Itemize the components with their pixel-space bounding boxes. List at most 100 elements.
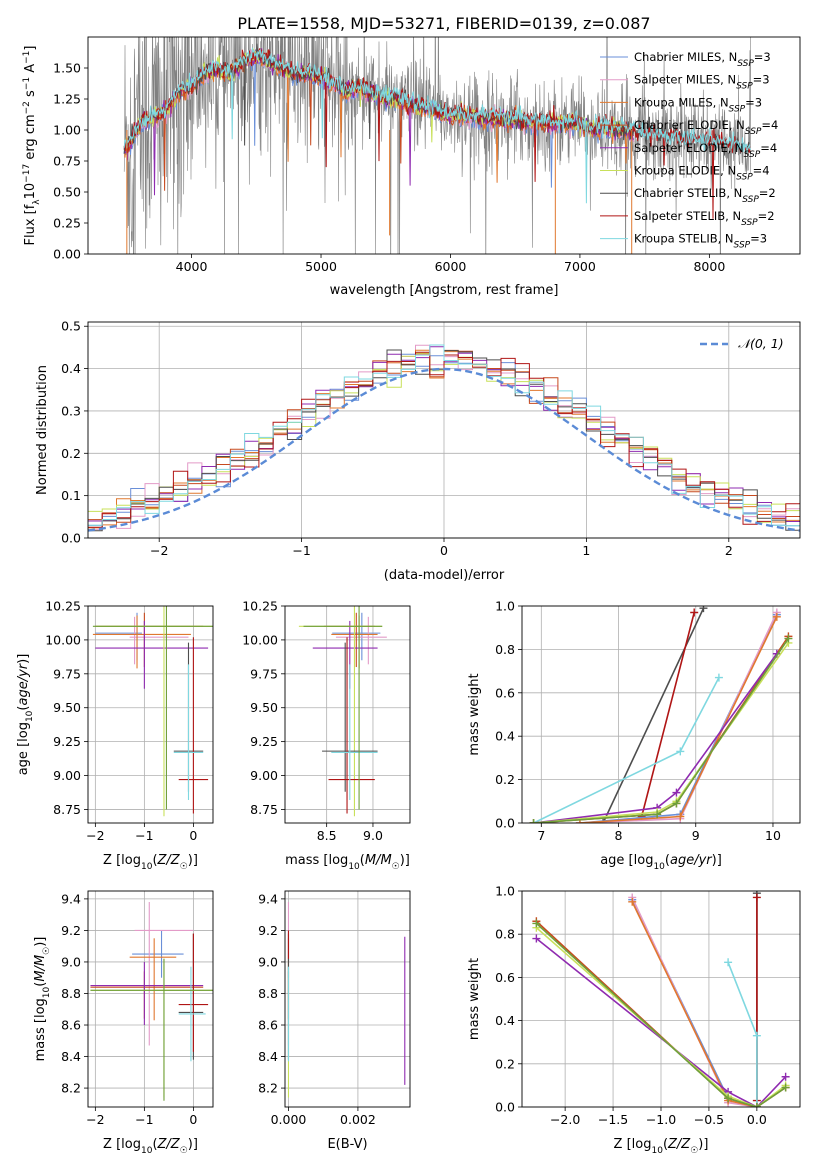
age_vs_Z-axes: −2 −1 0 8.75 9.00 9.25 9.50 9.75 10.00 10.25 Z [lo…: [16, 599, 214, 872]
x-tick-label: −2: [150, 543, 168, 558]
age_vs_Z-ylabel: age [log10(age/yr)]: [16, 654, 35, 776]
y-tick-label: 8.6: [258, 1018, 278, 1033]
weight-marker: [690, 608, 699, 617]
age_vs_mass-frame: [284, 605, 411, 824]
errorbar-point: [328, 637, 375, 814]
age_vs_Z-xlabel: Z [log10(Z/Z☉)]: [103, 853, 198, 872]
y-tick-label: 8.8: [258, 986, 278, 1001]
legend-label: Kroupa STELIB, NSSP=3: [634, 232, 767, 251]
legend-label: Kroupa ELODIE, NSSP=4: [634, 164, 770, 183]
x-tick-label: 10: [765, 828, 781, 843]
x-tick-label: 9: [692, 828, 700, 843]
weight-marker: [752, 893, 761, 902]
errorbar-point: [95, 620, 209, 689]
mass_weight_vs_age-axes: 7 8 9 10 0.0 0.2 0.4 0.6 0.8 1.0 age [log10(age/yr…: [467, 599, 801, 872]
errorbar-point: [90, 958, 213, 1101]
weight-marker: [699, 606, 708, 613]
mass_weight_vs_Z-panel: −2.0 −1.5 −1.0 −0.5 0.0 0.0 0.2 0.4 0.6 0.8 1.0 Z […: [467, 884, 801, 1156]
weight-line: [640, 612, 695, 817]
legend-label: Salpeter MILES, NSSP=3: [634, 73, 770, 92]
y-tick-label: 0.75: [53, 154, 81, 169]
weight-marker: [772, 612, 781, 621]
y-tick-label: 9.25: [250, 734, 278, 749]
y-tick-label: 0.4: [61, 361, 81, 376]
y-tick-label: 0.5: [61, 319, 81, 334]
errorbar-point: [178, 637, 209, 814]
weight-marker: [781, 1083, 790, 1092]
x-tick-label: 0.0: [747, 1112, 767, 1127]
weight-marker: [653, 810, 662, 819]
weight-line: [535, 922, 787, 1107]
weight-line: [533, 653, 778, 823]
weight-marker: [752, 1031, 761, 1040]
mass_vs_Z-xlabel: Z [log10(Z/Z☉)]: [103, 1137, 198, 1156]
spectrum-xlabel: wavelength [Angstrom, rest frame]: [330, 283, 559, 298]
y-tick-label: 8.75: [53, 802, 81, 817]
x-tick-label: 1: [582, 543, 590, 558]
x-tick-label: 5000: [305, 259, 337, 274]
y-tick-label: 8.2: [258, 1081, 278, 1096]
spectrum-panel: 4000 5000 6000 7000 8000 0.00 0.25 0.50 0.75 1.00…: [22, 36, 801, 298]
weight-marker: [714, 673, 723, 682]
y-tick-label: 9.2: [61, 923, 81, 938]
mass_weight_vs_age-panel: 7 8 9 10 0.0 0.2 0.4 0.6 0.8 1.0 age [log10(age/yr…: [467, 599, 801, 872]
y-tick-label: 0.50: [53, 185, 81, 200]
y-tick-label: 1.00: [53, 123, 81, 138]
mass_vs_Z-axes: −2 −1 0 8.2 8.4 8.6 8.8 9.0 9.2 9.4 Z [log10(Z/Z☉)…: [33, 890, 214, 1156]
errorbar-point: [303, 606, 383, 810]
y-tick-label: 0.1: [61, 488, 81, 503]
y-tick-label: 0.6: [495, 970, 515, 985]
y-tick-label: 10.00: [242, 632, 278, 647]
y-tick-label: 1.0: [495, 884, 515, 899]
x-tick-label: −0.5: [694, 1112, 724, 1127]
y-tick-label: 8.8: [61, 986, 81, 1001]
y-tick-label: 1.0: [495, 599, 515, 614]
x-tick-label: 0: [189, 828, 197, 843]
y-tick-label: 9.00: [250, 768, 278, 783]
y-tick-label: 9.4: [61, 891, 81, 906]
mass_vs_Z-panel: −2 −1 0 8.2 8.4 8.6 8.8 9.0 9.2 9.4 Z [log10(Z/Z☉)…: [33, 890, 214, 1156]
mass_vs_ebv-axes: 0.000 0.002 8.2 8.4 8.6 8.8 9.0 9.2 9.4 E(B-V): [258, 890, 411, 1152]
residuals-axes: −2 −1 0 1 2 0.0 0.1 0.2 0.3 0.4 0.5 𝒩(0, 1) (data-mo…: [35, 319, 801, 583]
weight-marker: [672, 788, 681, 797]
mass_vs_Z-frame: [87, 890, 214, 1108]
x-tick-label: 8000: [693, 259, 725, 274]
legend-label: Kroupa MILES, NSSP=3: [634, 95, 762, 114]
age_vs_mass-plot-area: [298, 606, 387, 817]
x-tick-label: 4000: [176, 259, 208, 274]
errorbar-point: [335, 616, 387, 665]
spectrum-plot-area: [123, 37, 751, 254]
y-tick-label: 0.2: [61, 446, 81, 461]
mass_vs_ebv-xlabel: E(B-V): [327, 1137, 367, 1152]
y-tick-label: 0.6: [495, 685, 515, 700]
y-tick-label: 8.6: [61, 1018, 81, 1033]
y-tick-label: 8.75: [250, 802, 278, 817]
y-tick-label: 9.50: [250, 700, 278, 715]
mass_vs_ebv-frame: [284, 890, 411, 1108]
errorbar-point: [129, 938, 177, 1021]
weight-marker: [724, 1094, 733, 1103]
spectrum-axes: 4000 5000 6000 7000 8000 0.00 0.25 0.50 0.75 1.00…: [22, 36, 801, 298]
weight-line: [533, 638, 790, 823]
weight-marker: [532, 934, 541, 943]
errorbar-point: [178, 966, 206, 1062]
errorbar-point: [331, 664, 378, 800]
x-tick-label: 9.0: [363, 828, 383, 843]
weight-marker: [676, 747, 685, 756]
y-tick-label: 0.00: [53, 247, 81, 262]
residuals-xlabel: (data-model)/error: [384, 568, 505, 583]
spectrum-frame: [87, 36, 801, 255]
y-tick-label: 0.2: [495, 1056, 515, 1071]
y-tick-label: 10.00: [45, 632, 81, 647]
y-tick-label: 0.4: [495, 729, 515, 744]
y-tick-label: 0.0: [495, 816, 515, 831]
y-tick-label: 9.50: [53, 700, 81, 715]
age_vs_mass-axes: 8.5 9.0 8.75 9.00 9.25 9.50 9.75 10.00 10.25 mass…: [242, 599, 411, 872]
y-tick-label: 10.25: [242, 599, 278, 614]
normal-curve: [88, 367, 800, 532]
x-tick-label: −1.5: [598, 1112, 628, 1127]
weight-marker: [724, 958, 733, 967]
x-tick-label: 0: [189, 1112, 197, 1127]
weight-marker: [784, 634, 793, 643]
